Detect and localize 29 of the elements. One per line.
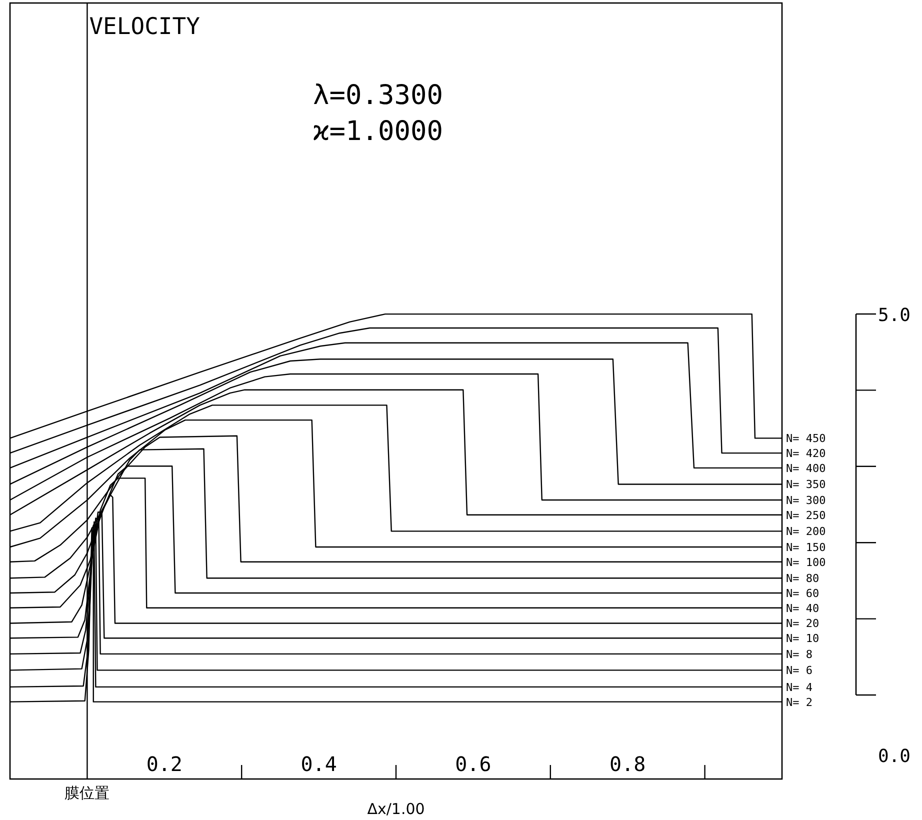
- text: 0.0: [878, 746, 911, 767]
- x-tick-label: 0.2: [146, 752, 182, 776]
- text: λ=0.3300: [313, 80, 444, 111]
- series-label: N= 450: [786, 432, 826, 446]
- series-label: N= 200: [786, 525, 826, 538]
- text: 5.0: [878, 305, 911, 326]
- series-label: N= 250: [786, 508, 826, 522]
- series-label: N= 300: [786, 494, 826, 508]
- x-tick-label: 0.6: [455, 752, 492, 776]
- series-label: N= 150: [786, 540, 826, 554]
- series-label: N= 80: [786, 572, 820, 586]
- series-label: N= 8: [786, 648, 812, 661]
- series-label: N= 6: [786, 664, 812, 678]
- text: ϰ=1.0000: [313, 116, 444, 147]
- ref-line-label: 膜位置: [64, 784, 110, 802]
- series-label: N= 420: [786, 447, 826, 460]
- series-label: N= 20: [786, 617, 820, 630]
- series-label: N= 60: [786, 587, 820, 600]
- series-label: N= 400: [786, 462, 826, 475]
- x-axis-title: Δx/1.00: [367, 800, 425, 818]
- x-tick-label: 0.4: [300, 752, 337, 776]
- series-label: N= 2: [786, 696, 812, 709]
- x-tick-label: 0.8: [610, 752, 646, 776]
- series-label: N= 4: [786, 680, 813, 694]
- series-label: N= 100: [786, 556, 826, 569]
- series-label: N= 40: [786, 602, 820, 615]
- series-label: N= 10: [786, 632, 820, 646]
- chart-title: VELOCITY: [89, 14, 200, 40]
- series-label: N= 350: [786, 478, 826, 492]
